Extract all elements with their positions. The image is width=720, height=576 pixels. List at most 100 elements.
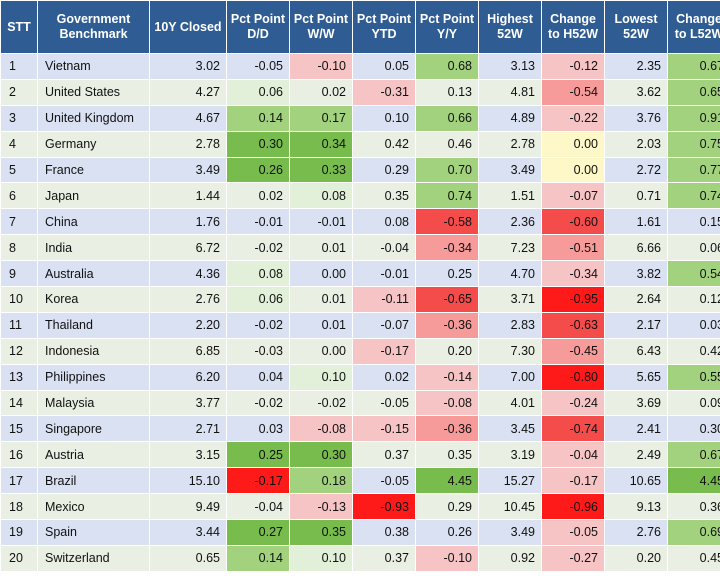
cell-closed: 6.20 [149, 363, 227, 391]
cell-chigh: -0.51 [541, 234, 605, 262]
cell-high: 3.49 [478, 156, 542, 184]
cell-ww: 0.10 [289, 544, 353, 572]
cell-low: 5.65 [604, 363, 668, 391]
table-row: 17 Brazil 15.10 -0.17 0.18 -0.05 4.45 15.27 -0.1… [0, 467, 720, 495]
cell-low: 6.66 [604, 234, 668, 262]
cell-closed: 4.36 [149, 260, 227, 288]
cell-ytd: -0.01 [352, 260, 416, 288]
cell-ytd: -0.31 [352, 78, 416, 106]
table-row: 16 Austria 3.15 0.25 0.30 0.37 0.35 3.19 -0.04 2.… [0, 441, 720, 469]
cell-low: 2.76 [604, 519, 668, 546]
cell-benchmark: Brazil [37, 467, 150, 495]
column-header-chigh: Change to H52W [541, 0, 605, 54]
cell-high: 2.78 [478, 130, 542, 158]
cell-benchmark: Mexico [37, 493, 150, 521]
cell-dd: -0.04 [226, 493, 290, 521]
cell-yy: 0.13 [415, 78, 479, 106]
cell-chigh: -0.17 [541, 467, 605, 495]
cell-ytd: -0.15 [352, 415, 416, 443]
cell-high: 2.36 [478, 208, 542, 236]
cell-ww: 0.33 [289, 156, 353, 184]
cell-closed: 2.71 [149, 415, 227, 443]
table-row: 5 France 3.49 0.26 0.33 0.29 0.70 3.49 0.00 2.72 0… [0, 156, 720, 184]
cell-chigh: -0.07 [541, 182, 605, 210]
cell-dd: -0.02 [226, 389, 290, 417]
cell-ytd: 0.37 [352, 544, 416, 572]
cell-stt: 4 [0, 130, 38, 158]
cell-chigh: -0.04 [541, 441, 605, 469]
table-row: 15 Singapore 2.71 0.03 -0.08 -0.15 -0.36 3.45 -0… [0, 415, 720, 443]
cell-clow: 0.77 [667, 156, 720, 184]
cell-dd: 0.27 [226, 519, 290, 546]
cell-clow: 0.15 [667, 208, 720, 236]
cell-yy: 4.45 [415, 467, 479, 495]
cell-ww: 0.17 [289, 104, 353, 132]
cell-dd: -0.17 [226, 467, 290, 495]
cell-dd: 0.25 [226, 441, 290, 469]
cell-benchmark: Vietnam [37, 53, 150, 80]
table-row: 9 Australia 4.36 0.08 0.00 -0.01 0.25 4.70 -0.34… [0, 260, 720, 288]
cell-benchmark: Germany [37, 130, 150, 158]
cell-dd: 0.14 [226, 104, 290, 132]
cell-stt: 7 [0, 208, 38, 236]
cell-clow: 0.06 [667, 234, 720, 262]
cell-ytd: 0.42 [352, 130, 416, 158]
cell-benchmark: Malaysia [37, 389, 150, 417]
cell-chigh: 0.00 [541, 156, 605, 184]
cell-yy: 0.29 [415, 493, 479, 521]
cell-stt: 16 [0, 441, 38, 469]
cell-high: 3.49 [478, 519, 542, 546]
cell-stt: 13 [0, 363, 38, 391]
cell-ww: -0.13 [289, 493, 353, 521]
cell-yy: -0.58 [415, 208, 479, 236]
cell-chigh: -0.24 [541, 389, 605, 417]
cell-high: 7.30 [478, 337, 542, 365]
cell-ww: -0.08 [289, 415, 353, 443]
cell-low: 2.35 [604, 53, 668, 80]
cell-dd: -0.03 [226, 337, 290, 365]
cell-closed: 0.65 [149, 544, 227, 572]
cell-clow: 0.91 [667, 104, 720, 132]
cell-clow: 0.09 [667, 389, 720, 417]
cell-benchmark: China [37, 208, 150, 236]
cell-benchmark: United Kingdom [37, 104, 150, 132]
column-header-high: Highest 52W [478, 0, 542, 54]
cell-stt: 19 [0, 519, 38, 546]
cell-yy: 0.68 [415, 53, 479, 80]
cell-chigh: -0.05 [541, 519, 605, 546]
cell-stt: 17 [0, 467, 38, 495]
cell-dd: 0.08 [226, 260, 290, 288]
cell-ytd: -0.17 [352, 337, 416, 365]
cell-ytd: -0.04 [352, 234, 416, 262]
cell-stt: 15 [0, 415, 38, 443]
cell-clow: 0.69 [667, 519, 720, 546]
cell-yy: -0.65 [415, 286, 479, 313]
cell-benchmark: Philippines [37, 363, 150, 391]
cell-low: 2.17 [604, 311, 668, 339]
cell-clow: 0.74 [667, 182, 720, 210]
cell-dd: -0.05 [226, 53, 290, 80]
cell-ww: -0.01 [289, 208, 353, 236]
cell-stt: 5 [0, 156, 38, 184]
cell-clow: 0.67 [667, 53, 720, 80]
column-header-dd: Pct Point D/D [226, 0, 290, 54]
cell-closed: 2.76 [149, 286, 227, 313]
cell-high: 15.27 [478, 467, 542, 495]
cell-ww: -0.02 [289, 389, 353, 417]
cell-yy: -0.36 [415, 311, 479, 339]
table-row: 18 Mexico 9.49 -0.04 -0.13 -0.93 0.29 10.45 -0.9… [0, 493, 720, 521]
cell-yy: -0.34 [415, 234, 479, 262]
column-header-ytd: Pct Point YTD [352, 0, 416, 54]
cell-high: 3.45 [478, 415, 542, 443]
cell-yy: -0.08 [415, 389, 479, 417]
cell-ww: 0.08 [289, 182, 353, 210]
cell-clow: 4.45 [667, 467, 720, 495]
cell-benchmark: Japan [37, 182, 150, 210]
cell-benchmark: Switzerland [37, 544, 150, 572]
cell-stt: 9 [0, 260, 38, 288]
cell-clow: 0.42 [667, 337, 720, 365]
cell-low: 1.61 [604, 208, 668, 236]
cell-yy: 0.26 [415, 519, 479, 546]
cell-low: 2.49 [604, 441, 668, 469]
cell-closed: 15.10 [149, 467, 227, 495]
